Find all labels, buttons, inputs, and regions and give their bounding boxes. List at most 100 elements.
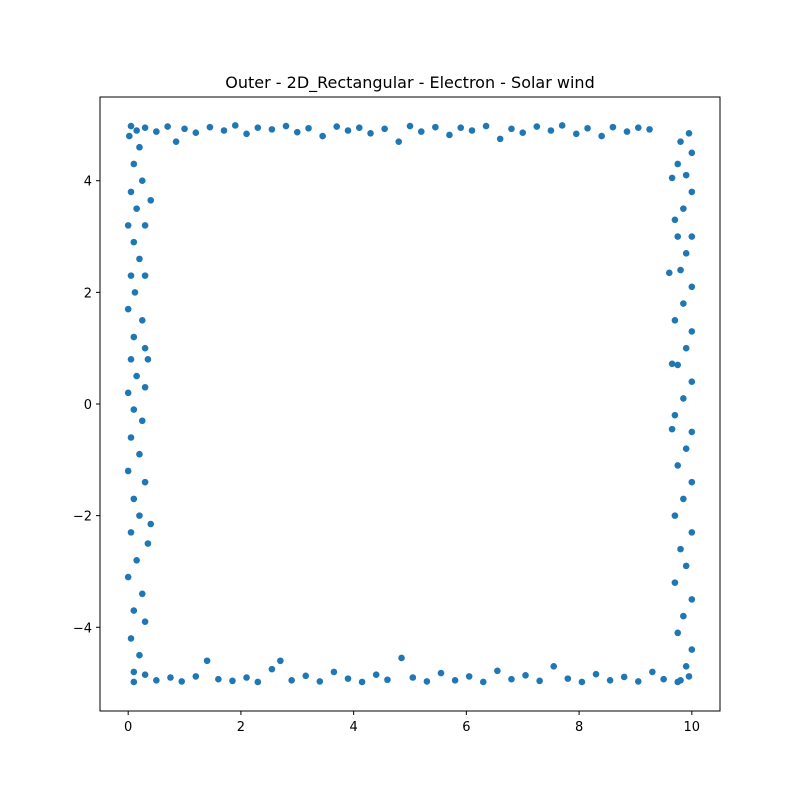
point [147,520,155,528]
point [367,129,374,137]
point [688,283,696,291]
point [130,495,138,503]
point [231,122,239,129]
y-tick-label: 2 [84,286,92,301]
point [671,579,679,586]
point [606,677,614,684]
point [682,562,690,570]
point [305,124,312,132]
y-tick-label: −4 [73,621,92,636]
point [572,130,580,138]
point [181,125,188,133]
point [136,143,143,151]
point [372,671,380,679]
point [660,675,667,683]
point [133,372,140,380]
point [592,670,600,678]
point [130,607,138,614]
point [164,123,171,130]
point [127,356,135,363]
point [133,205,140,212]
point [423,678,431,685]
point [682,663,690,670]
point [133,127,140,134]
point [671,512,679,519]
point [688,328,696,335]
point [677,266,684,274]
point [136,512,143,519]
point [682,344,690,352]
point [578,678,586,686]
point [136,255,143,263]
point [220,127,228,134]
point [634,124,642,131]
point [282,122,290,130]
point [680,300,687,307]
point [398,654,405,662]
point [136,651,143,659]
point [623,128,631,135]
point [533,123,541,130]
point [147,196,155,204]
point [688,596,696,603]
point [141,344,149,352]
point [668,360,676,368]
point [141,124,149,131]
point [688,529,696,536]
point [482,122,490,130]
point [646,126,653,133]
point [457,124,465,131]
point [138,316,146,324]
point [130,333,138,341]
point [319,132,326,140]
point [381,125,388,133]
point [564,675,572,682]
x-tick-label: 4 [349,720,357,735]
point [126,132,133,140]
point [674,160,682,168]
point [215,675,222,683]
point [141,383,149,391]
point [268,665,276,673]
point [671,411,679,419]
point [508,125,515,133]
point [406,122,414,130]
point [688,378,696,385]
point [668,174,676,182]
point [682,249,690,257]
point [685,673,693,680]
point [688,478,696,486]
point [268,126,276,133]
point [584,124,591,132]
point [127,635,135,642]
point [141,222,149,229]
x-tick-label: 10 [684,720,701,735]
chart-title: Outer - 2D_Rectangular - Electron - Sola… [225,73,594,93]
x-tick-label: 6 [462,720,470,735]
point [167,674,174,681]
point [138,417,146,425]
point [124,467,132,475]
point [519,129,527,137]
point [355,124,363,131]
y-tick-label: 0 [84,398,92,413]
point [522,671,529,679]
point [384,676,391,684]
point [243,674,250,681]
plot-frame [99,96,721,712]
point [550,663,558,670]
point [203,657,211,665]
point [665,269,673,277]
y-tick-label: −2 [73,510,92,525]
point [432,123,439,131]
point [468,127,476,134]
point [677,677,684,684]
point [358,678,366,686]
point [277,657,284,665]
point [674,629,682,637]
point [124,389,132,397]
point [141,671,149,679]
point [688,428,696,436]
point [688,646,696,653]
point [496,135,504,143]
